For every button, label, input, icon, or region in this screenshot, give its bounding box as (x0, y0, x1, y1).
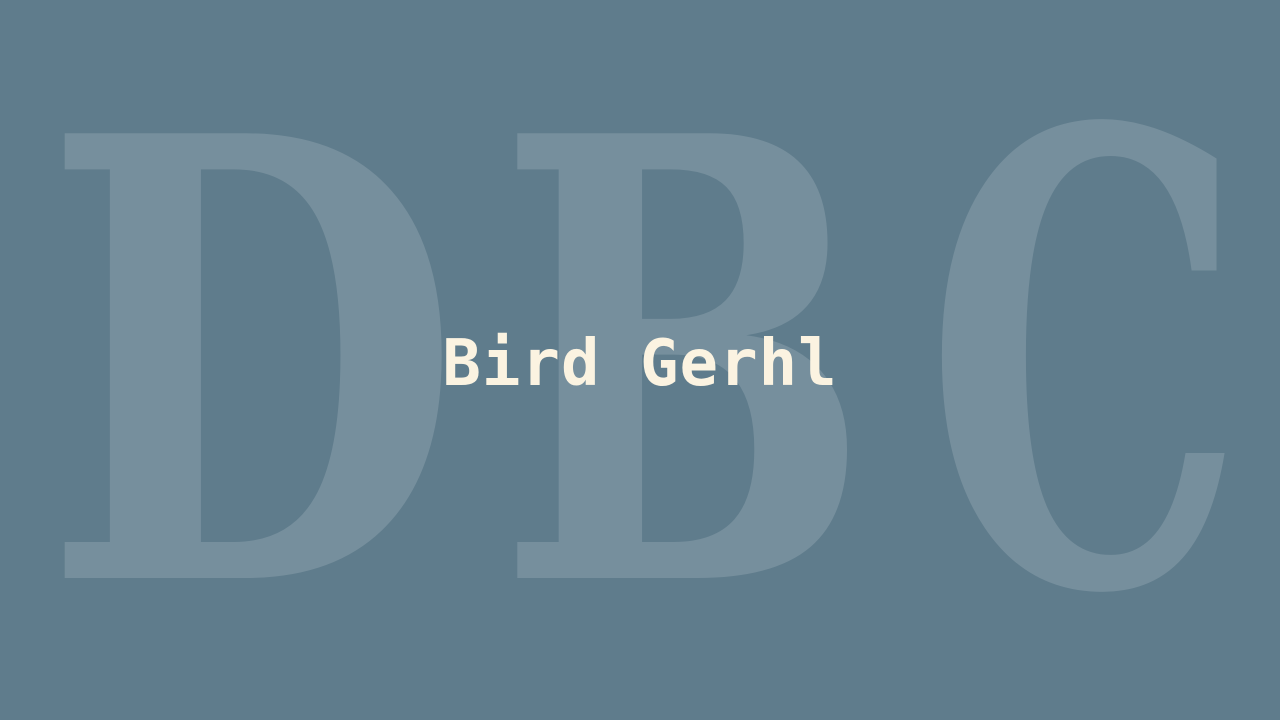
watermark-letter-c: C (925, 0, 1245, 720)
watermark-letter-b: B (497, 5, 872, 720)
watermark-letter-d: D (42, 5, 462, 720)
page-title: Bird Gerhl (442, 327, 838, 401)
